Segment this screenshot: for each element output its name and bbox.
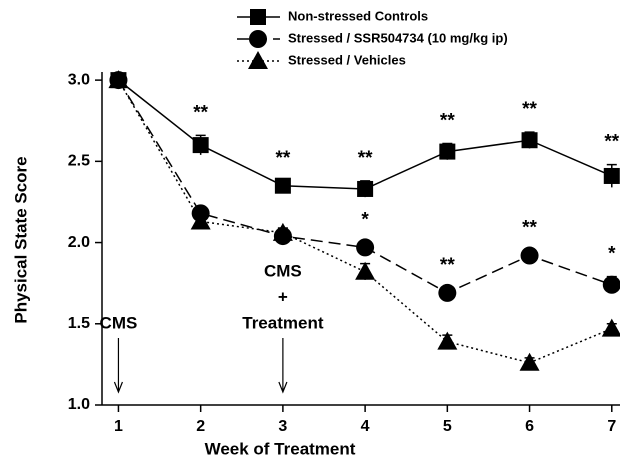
significance-label: ** bbox=[193, 102, 208, 123]
legend-marker bbox=[249, 30, 267, 48]
marker bbox=[439, 143, 456, 160]
y-tick-label: 3.0 bbox=[68, 71, 90, 88]
y-tick-label: 2.5 bbox=[68, 153, 90, 170]
marker bbox=[520, 246, 539, 265]
x-tick-label: 7 bbox=[607, 418, 616, 435]
x-tick-label: 1 bbox=[114, 418, 123, 435]
event-label: Treatment bbox=[242, 313, 324, 332]
significance-label: ** bbox=[358, 148, 373, 169]
significance-label: ** bbox=[440, 255, 455, 276]
marker bbox=[519, 352, 540, 371]
legend-label: Stressed / SSR504734 (10 mg/kg ip) bbox=[288, 30, 508, 45]
y-axis-label: Physical State Score bbox=[11, 156, 30, 323]
event-arrow bbox=[278, 338, 288, 394]
marker bbox=[356, 238, 375, 257]
marker bbox=[521, 132, 538, 149]
x-tick-label: 4 bbox=[361, 418, 370, 435]
legend-marker bbox=[248, 51, 268, 69]
marker bbox=[602, 275, 620, 294]
marker bbox=[601, 318, 620, 337]
marker bbox=[438, 283, 457, 302]
series-line bbox=[117, 79, 613, 190]
legend-label: Non-stressed Controls bbox=[288, 8, 428, 23]
y-tick-label: 1.5 bbox=[68, 315, 90, 332]
marker bbox=[355, 261, 376, 280]
marker bbox=[272, 222, 293, 241]
x-tick-label: 5 bbox=[443, 418, 452, 435]
marker bbox=[603, 167, 620, 184]
significance-label: ** bbox=[440, 110, 455, 131]
marker bbox=[108, 70, 129, 89]
event-arrow bbox=[113, 338, 124, 394]
legend-marker bbox=[250, 9, 266, 25]
event-label: CMS bbox=[100, 313, 138, 332]
significance-label: ** bbox=[275, 148, 290, 169]
significance-label: * bbox=[608, 244, 616, 265]
significance-label: ** bbox=[522, 218, 537, 239]
x-axis-label: Week of Treatment bbox=[205, 439, 356, 458]
marker bbox=[437, 331, 458, 350]
marker bbox=[192, 137, 209, 154]
significance-label: ** bbox=[604, 132, 619, 153]
x-tick-label: 3 bbox=[278, 418, 287, 435]
significance-label: ** bbox=[522, 99, 537, 120]
marker bbox=[357, 180, 374, 197]
x-tick-label: 6 bbox=[525, 418, 534, 435]
y-tick-label: 2.0 bbox=[68, 234, 90, 251]
event-label: CMS bbox=[264, 261, 302, 280]
significance-label: * bbox=[361, 210, 369, 231]
marker bbox=[190, 211, 211, 230]
marker bbox=[274, 177, 291, 194]
event-label: + bbox=[278, 287, 288, 306]
y-tick-label: 1.0 bbox=[68, 396, 90, 413]
legend-label: Stressed / Vehicles bbox=[288, 52, 406, 67]
x-tick-label: 2 bbox=[196, 418, 205, 435]
